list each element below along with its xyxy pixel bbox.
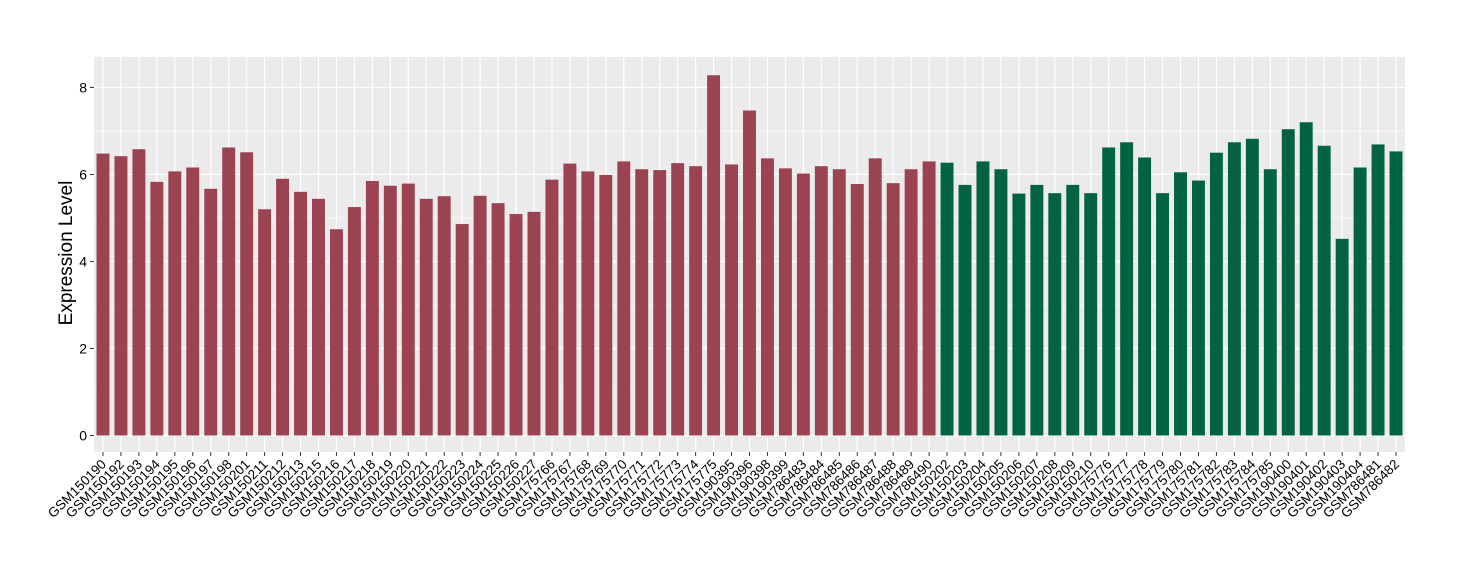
bar xyxy=(509,214,523,436)
bar xyxy=(940,162,954,436)
bar xyxy=(1281,129,1295,436)
bar xyxy=(832,169,846,436)
bar xyxy=(1299,122,1313,436)
bar xyxy=(240,152,254,436)
y-tick-label: 0 xyxy=(79,427,87,443)
bar xyxy=(186,167,200,436)
bar xyxy=(1066,184,1080,436)
bar xyxy=(1245,138,1259,436)
bar xyxy=(401,183,415,436)
bar xyxy=(1102,147,1116,436)
bar xyxy=(796,173,810,436)
bar xyxy=(994,169,1008,436)
bar xyxy=(491,203,505,436)
bar xyxy=(1084,193,1098,436)
bar xyxy=(168,171,182,436)
bar xyxy=(204,188,218,436)
bar xyxy=(814,166,828,436)
bar xyxy=(958,184,972,436)
bar xyxy=(725,164,739,436)
bar xyxy=(1371,144,1385,436)
bar xyxy=(294,191,307,436)
bar xyxy=(329,229,343,436)
bar xyxy=(599,174,613,436)
bar xyxy=(545,179,559,436)
bar xyxy=(922,161,936,436)
bar xyxy=(276,178,290,436)
bar xyxy=(150,181,164,436)
bar xyxy=(365,180,379,436)
bar xyxy=(760,158,774,436)
y-tick-label: 6 xyxy=(79,166,87,182)
bar xyxy=(1174,172,1187,436)
bar xyxy=(886,183,900,436)
bar xyxy=(1263,169,1277,436)
bar xyxy=(1192,180,1205,436)
bar xyxy=(132,149,146,436)
bar xyxy=(868,158,882,436)
bar xyxy=(1209,152,1223,436)
bar xyxy=(114,156,128,436)
bar xyxy=(653,170,667,436)
bar xyxy=(312,198,325,436)
bar xyxy=(437,196,451,436)
bar xyxy=(904,169,918,436)
bar xyxy=(1353,167,1367,436)
bar xyxy=(671,163,685,436)
bar xyxy=(419,198,433,436)
bar xyxy=(743,110,756,436)
bar xyxy=(347,207,361,436)
bar xyxy=(563,163,577,436)
y-axis: 0 2 4 6 8 xyxy=(79,79,94,443)
bar xyxy=(581,171,595,436)
bar xyxy=(689,166,703,436)
bar xyxy=(707,75,721,436)
bar xyxy=(1030,184,1044,436)
bar xyxy=(222,147,236,436)
y-tick-label: 8 xyxy=(79,79,87,95)
bar xyxy=(1120,142,1134,436)
bar xyxy=(1012,193,1026,436)
y-tick-label: 2 xyxy=(79,340,87,356)
bar xyxy=(96,153,110,436)
bar xyxy=(1335,238,1349,436)
bar xyxy=(850,184,864,436)
bar xyxy=(383,185,397,436)
bar xyxy=(1317,145,1331,436)
bar xyxy=(527,211,541,436)
bar xyxy=(1227,142,1241,436)
bar xyxy=(617,161,631,436)
x-axis: GSM150190GSM150192GSM150193GSM150194GSM1… xyxy=(45,452,1402,521)
bar xyxy=(976,161,990,436)
bar xyxy=(1138,157,1152,436)
bar xyxy=(1156,193,1170,436)
bar xyxy=(455,224,469,436)
bar xyxy=(778,168,792,436)
y-axis-title: Expression Level xyxy=(56,181,77,326)
bar xyxy=(1389,151,1403,436)
bar xyxy=(258,209,272,436)
bar xyxy=(473,195,487,436)
bars xyxy=(96,75,1403,436)
bar xyxy=(1048,193,1062,436)
y-tick-label: 4 xyxy=(79,253,87,269)
bar xyxy=(635,169,649,436)
